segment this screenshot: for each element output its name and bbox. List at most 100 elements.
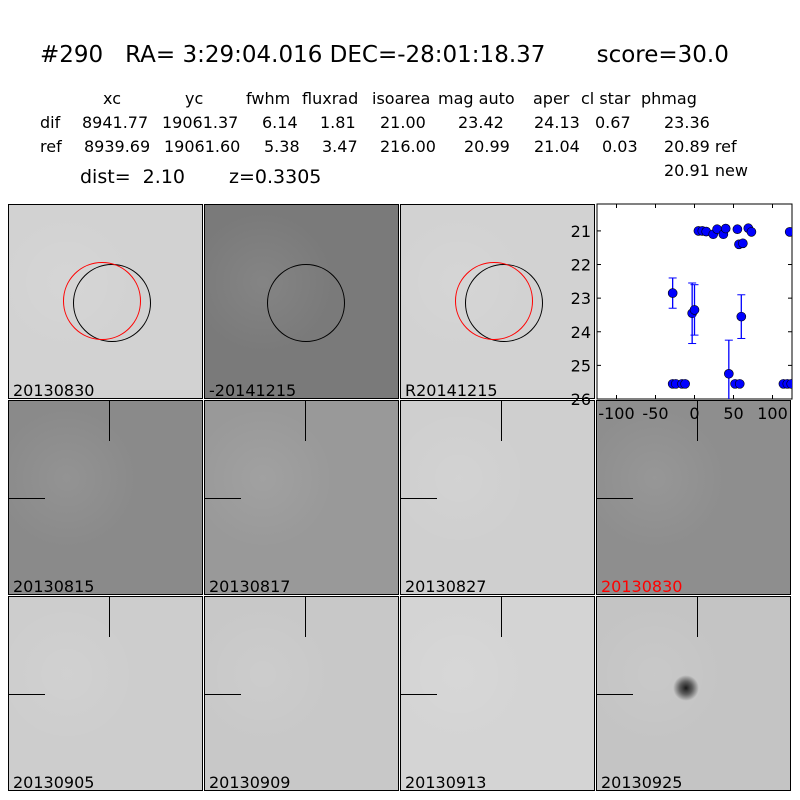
- figure-title: #290 RA= 3:29:04.016 DEC=-28:01:18.37 sc…: [40, 42, 729, 68]
- crosshair-mark: [9, 694, 45, 695]
- crosshair-mark: [109, 401, 110, 441]
- dist-value: dist= 2.10: [80, 166, 185, 188]
- source-blob: [477, 479, 503, 505]
- source-blob: [477, 675, 503, 701]
- table-cell: 6.14: [262, 113, 298, 132]
- data-point: [680, 379, 690, 389]
- phmag-new: 20.91 new: [664, 161, 748, 180]
- source-blob: [281, 675, 307, 701]
- data-point: [732, 224, 743, 235]
- column-header: xc: [103, 89, 121, 108]
- crosshair-mark: [697, 401, 698, 441]
- table-cell: 216.00: [380, 137, 436, 156]
- x-tick-label: 50: [723, 404, 743, 423]
- crosshair-mark: [501, 401, 502, 441]
- stamp-date-label: 20130925: [601, 773, 683, 791]
- image-stamp: R20141215: [400, 204, 595, 399]
- crosshair-mark: [305, 597, 306, 637]
- crosshair-mark: [697, 597, 698, 637]
- data-point: [724, 368, 734, 379]
- light-curve-chart: 21 22 23 24 25 26 -100 -50 0 50 100: [571, 203, 793, 423]
- data-point: [720, 223, 731, 234]
- table-cell: 3.47: [322, 137, 358, 156]
- image-stamp: 20130827: [400, 400, 595, 595]
- data-point: [734, 379, 745, 389]
- source-blob: [673, 675, 699, 701]
- table-cell: 24.13: [534, 113, 580, 132]
- data-point: [689, 305, 700, 315]
- table-cell: 5.38: [264, 137, 300, 156]
- data-point: [784, 227, 792, 237]
- image-stamp: -20141215: [204, 204, 399, 399]
- table-cell: 20.99: [464, 137, 510, 156]
- image-stamp: 20130830: [596, 400, 791, 595]
- row-label: ref: [40, 137, 62, 156]
- table-cell: 1.81: [320, 113, 356, 132]
- aperture-circle-red: [63, 262, 141, 340]
- source-blob: [85, 675, 111, 701]
- table-cell: 0.67: [595, 113, 631, 132]
- column-header: fwhm: [246, 89, 291, 108]
- redshift-value: z=0.3305: [229, 166, 322, 188]
- stamp-date-label: 20130827: [405, 577, 487, 595]
- stamp-date-label: 20130913: [405, 773, 487, 791]
- y-tick-label: 22: [571, 256, 591, 275]
- data-point: [738, 238, 748, 249]
- data-point: [667, 288, 678, 298]
- column-header: mag auto: [438, 89, 515, 108]
- crosshair-mark: [205, 498, 241, 499]
- table-cell: 23.36: [664, 113, 710, 132]
- crosshair-mark: [597, 498, 633, 499]
- table-cell: 21.04: [534, 137, 580, 156]
- image-stamp: 20130925: [596, 596, 791, 791]
- stamp-date-label: R20141215: [405, 381, 498, 399]
- table-cell: 8941.77: [82, 113, 149, 132]
- crosshair-mark: [401, 694, 437, 695]
- y-tick-label: 23: [571, 289, 591, 308]
- table-cell: 21.00: [380, 113, 426, 132]
- stamp-date-label: 20130817: [209, 577, 291, 595]
- x-tick-label: 0: [689, 404, 699, 423]
- x-tick-label: -50: [642, 404, 668, 423]
- crosshair-mark: [501, 597, 502, 637]
- source-blob: [673, 479, 699, 505]
- table-cell: 19061.37: [162, 113, 239, 132]
- y-tick-label: 24: [571, 323, 591, 342]
- stamp-date-label: 20130909: [209, 773, 291, 791]
- data-point: [786, 379, 792, 389]
- image-stamp: 20130815: [8, 400, 203, 595]
- stamp-date-label: 20130905: [13, 773, 95, 791]
- source-blob: [281, 479, 307, 505]
- crosshair-mark: [109, 597, 110, 637]
- column-header: phmag: [641, 89, 697, 108]
- image-stamp: 20130830: [8, 204, 203, 399]
- column-header: cl star: [581, 89, 631, 108]
- crosshair-mark: [597, 694, 633, 695]
- column-header: aper: [533, 89, 570, 108]
- stamp-date-label: 20130815: [13, 577, 95, 595]
- aperture-circle-red: [455, 262, 533, 340]
- crosshair-mark: [401, 498, 437, 499]
- crosshair-mark: [305, 401, 306, 441]
- data-point: [746, 227, 757, 237]
- aperture-circle-black: [267, 264, 345, 342]
- stamp-date-label: 20130830: [13, 381, 95, 399]
- stamp-date-label: 20130830: [601, 577, 683, 595]
- data-point: [736, 311, 747, 322]
- column-header: yc: [185, 89, 204, 108]
- table-cell: 0.03: [602, 137, 638, 156]
- crosshair-mark: [205, 694, 241, 695]
- table-cell: 8939.69: [84, 137, 151, 156]
- x-tick-label: -100: [598, 404, 634, 423]
- x-tick-label: 100: [757, 404, 788, 423]
- table-cell: 20.89 ref: [664, 137, 737, 156]
- image-stamp: 20130913: [400, 596, 595, 791]
- row-label: dif: [40, 113, 61, 132]
- stamp-date-label: -20141215: [209, 381, 297, 399]
- table-cell: 19061.60: [164, 137, 241, 156]
- image-stamp: 20130909: [204, 596, 399, 791]
- image-stamp: 20130817: [204, 400, 399, 595]
- column-header: isoarea: [372, 89, 431, 108]
- crosshair-mark: [9, 498, 45, 499]
- table-cell: 23.42: [458, 113, 504, 132]
